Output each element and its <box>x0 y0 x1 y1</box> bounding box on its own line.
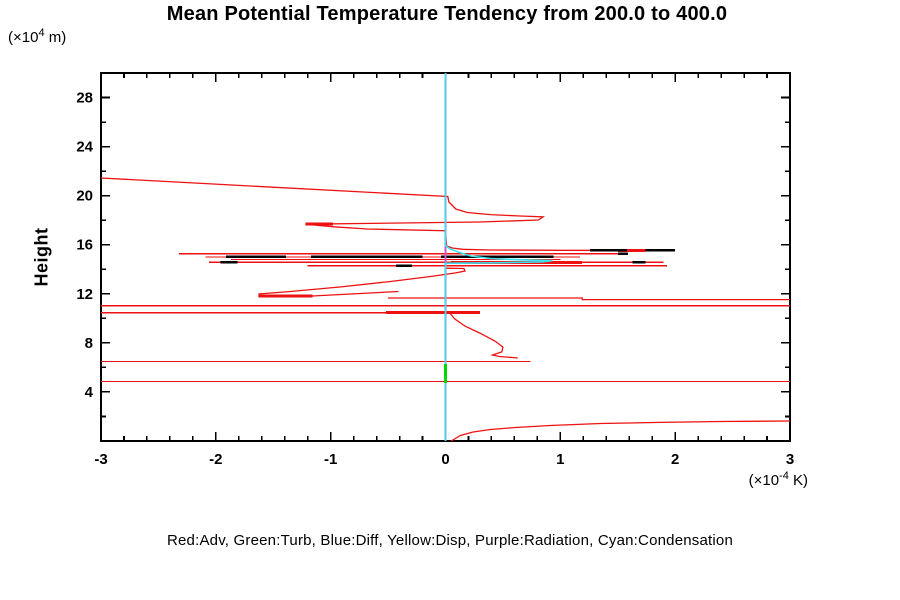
x-tick-label: 1 <box>556 451 564 468</box>
x-unit-prefix: (×10 <box>748 472 780 489</box>
x-tick-label: 2 <box>671 451 679 468</box>
y-tick-label: 20 <box>76 188 93 205</box>
x-unit-suffix: K) <box>788 472 808 489</box>
y-unit-exponent: 4 <box>38 27 45 39</box>
series-line-adv <box>258 267 466 295</box>
y-unit-prefix: (×10 <box>8 29 39 46</box>
series-line-adv <box>450 420 791 442</box>
x-tick-label: -2 <box>209 451 222 468</box>
y-unit-suffix: m) <box>44 29 67 46</box>
x-tick-label: 0 <box>441 451 449 468</box>
x-axis-unit-label: (×10-4 K) <box>749 470 808 489</box>
series-line-adv <box>388 297 790 301</box>
y-tick-label: 24 <box>76 139 93 156</box>
series-condensation <box>444 73 553 441</box>
y-tick-label: 12 <box>76 286 93 303</box>
y-tick-label: 8 <box>85 335 93 352</box>
series-line-adv <box>448 311 518 359</box>
chart-title: Mean Potential Temperature Tendency from… <box>166 3 728 25</box>
series-line-condensation <box>444 73 553 441</box>
x-tick-label: -3 <box>94 451 107 468</box>
x-unit-exponent: -4 <box>779 470 789 482</box>
y-tick-label: 16 <box>76 237 93 254</box>
y-tick-label: 28 <box>76 90 93 107</box>
y-tick-label: 4 <box>85 384 94 401</box>
legend-caption: Red:Adv, Green:Turb, Blue:Diff, Yellow:D… <box>166 532 734 549</box>
x-tick-label: -1 <box>324 451 337 468</box>
overlap-marks <box>220 249 676 267</box>
y-axis-unit-label: (×104 m) <box>8 27 66 46</box>
x-tick-label: 3 <box>786 451 794 468</box>
series-line-adv <box>100 177 668 252</box>
